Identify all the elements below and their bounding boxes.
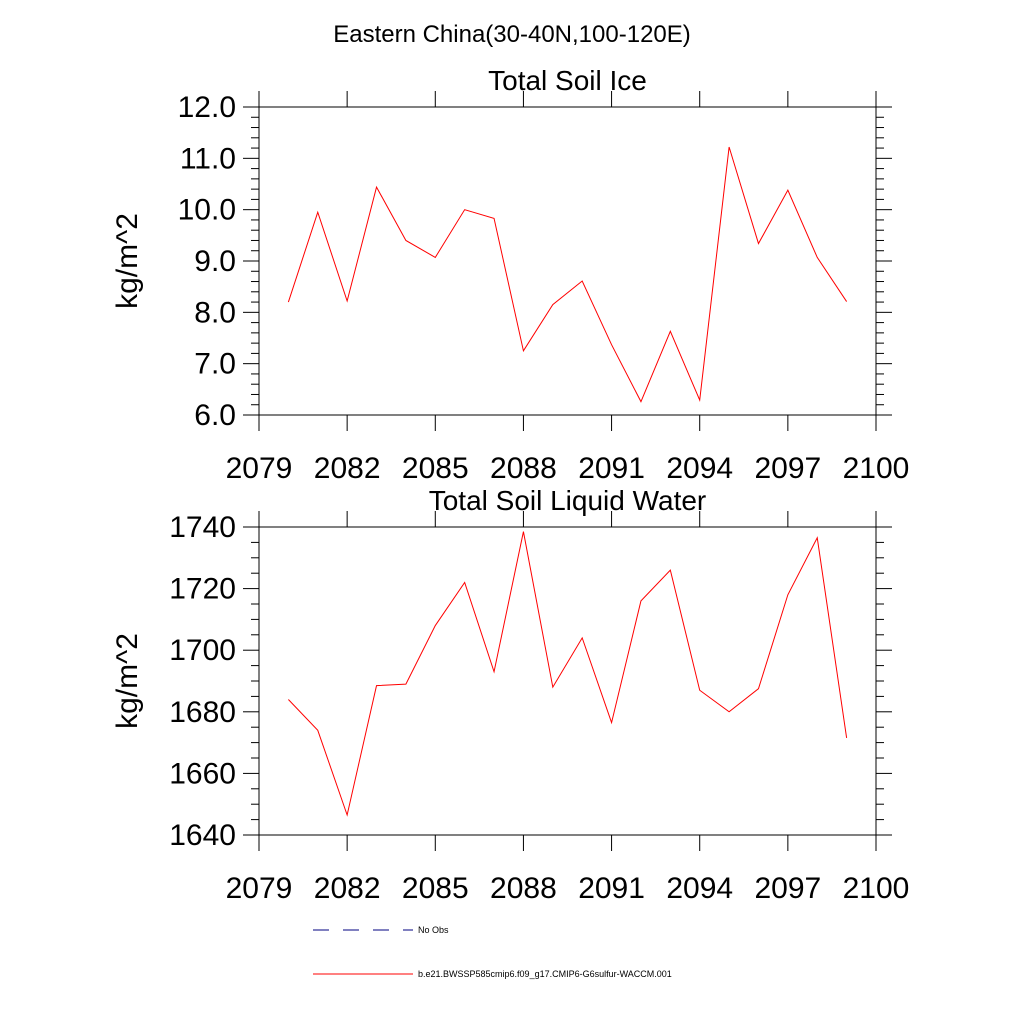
panel-soil-liquid-water: Total Soil Liquid Water kg/m^2 2079 2082 208… <box>111 485 909 905</box>
x-tick-label: 2085 <box>402 872 469 905</box>
x-tick-label: 2091 <box>578 872 645 905</box>
plot-frame-soil-liquid-water <box>258 526 877 836</box>
y-tick-label: 1700 <box>169 634 236 667</box>
y-axis-label-soil-liquid-water: kg/m^2 <box>111 633 144 729</box>
x-tick-label: 2085 <box>402 452 469 485</box>
y-tick-label: 1740 <box>169 511 236 544</box>
y-tick-label: 12.0 <box>178 91 236 124</box>
x-tick-label: 2097 <box>754 872 821 905</box>
x-tick-label: 2100 <box>843 452 910 485</box>
y-tick-label: 1680 <box>169 696 236 729</box>
x-tick-label: 2088 <box>490 872 557 905</box>
panel-soil-ice: Total Soil Ice kg/m^2 2079 2082 2085 2088 2091… <box>111 65 909 485</box>
chart-title-soil-liquid-water: Total Soil Liquid Water <box>429 485 707 516</box>
legend-label-no-obs: No Obs <box>418 925 449 935</box>
y-tick-label: 6.0 <box>194 399 236 432</box>
x-tick-label: 2082 <box>314 872 381 905</box>
y-tick-label: 10.0 <box>178 194 236 227</box>
chart-title-soil-ice: Total Soil Ice <box>488 65 647 96</box>
x-tick-label: 2091 <box>578 452 645 485</box>
y-tick-label: 1720 <box>169 573 236 606</box>
plot-frame-soil-ice <box>258 106 877 416</box>
x-tick-label: 2100 <box>843 872 910 905</box>
x-tick-label: 2094 <box>666 872 733 905</box>
x-tick-label: 2097 <box>754 452 821 485</box>
y-tick-label: 8.0 <box>194 296 236 329</box>
figure-title: Eastern China(30-40N,100-120E) <box>333 21 691 48</box>
y-tick-label: 11.0 <box>180 142 236 175</box>
legend-label-model: b.e21.BWSSP585cmip6.f09_g17.CMIP6-G6sulf… <box>418 969 672 979</box>
y-axis-label-soil-ice: kg/m^2 <box>111 213 144 309</box>
legend: No Obs b.e21.BWSSP585cmip6.f09_g17.CMIP6… <box>313 925 672 979</box>
x-tick-label: 2082 <box>314 452 381 485</box>
series-line-soil-ice <box>287 146 848 403</box>
x-tick-label: 2088 <box>490 452 557 485</box>
x-tick-label: 2079 <box>226 452 293 485</box>
y-tick-label: 1640 <box>169 819 236 852</box>
y-tick-label: 7.0 <box>194 348 236 381</box>
y-tick-label: 9.0 <box>194 245 236 278</box>
y-tick-label: 1660 <box>169 757 236 790</box>
x-tick-label: 2094 <box>666 452 733 485</box>
x-tick-label: 2079 <box>226 872 293 905</box>
series-line-soil-liquid-water <box>288 531 848 817</box>
